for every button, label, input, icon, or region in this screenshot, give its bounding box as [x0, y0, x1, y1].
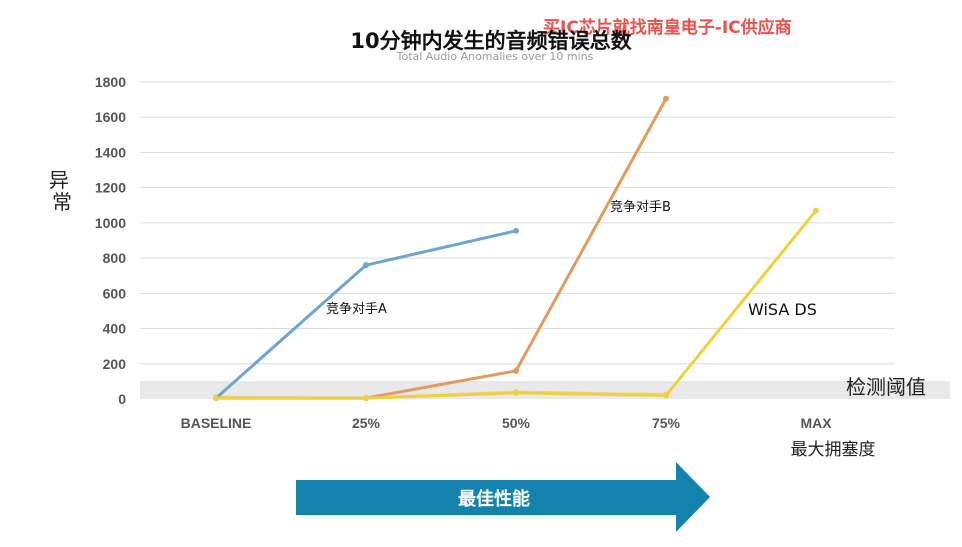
y-tick-label: 200: [103, 356, 127, 372]
series-label-wisa: WiSA DS: [748, 300, 817, 319]
series-point: [363, 262, 369, 269]
gridlines: [140, 81, 895, 365]
x-axis-label: 最大拥塞度: [791, 440, 876, 460]
series-point: [813, 207, 819, 214]
series-point: [513, 227, 519, 234]
x-tick-label: MAX: [800, 415, 832, 431]
chart-subtitle: Total Audio Anomalies over 10 mins: [396, 50, 594, 63]
y-tick-label: 1400: [95, 144, 126, 160]
y-tick-label: 400: [103, 321, 127, 337]
y-tick-label: 800: [103, 250, 127, 266]
y-tick-label: 0: [118, 391, 126, 407]
series-label-b: 竞争对手B: [610, 199, 671, 215]
series-point: [513, 367, 519, 374]
y-tick-label: 1200: [95, 180, 126, 196]
series-point: [363, 395, 369, 402]
y-axis-label: 异 常: [49, 168, 75, 214]
y-tick-label: 600: [103, 285, 127, 301]
series-label-a: 竞争对手A: [326, 301, 387, 317]
y-tick-label: 1800: [95, 74, 126, 90]
y-tick-label: 1000: [95, 215, 126, 231]
watermark-text: 买IC芯片就找南皇电子-IC供应商: [543, 17, 792, 38]
x-tick-label: 25%: [352, 415, 381, 431]
x-tick-labels: BASELINE 25% 50% 75% MAX: [181, 415, 833, 431]
series-point: [213, 395, 219, 402]
best-performance-label: 最佳性能: [458, 488, 530, 510]
threshold-band: [140, 381, 950, 399]
x-tick-label: 75%: [652, 415, 681, 431]
chart-title: 10分钟内发生的音频错误总数: [350, 29, 632, 53]
x-tick-label: 50%: [502, 415, 531, 431]
threshold-label: 检测阈值: [846, 375, 926, 399]
y-tick-label: 1600: [95, 109, 126, 125]
series-point: [663, 95, 669, 102]
best-performance-arrow: [296, 462, 710, 532]
series-point: [513, 389, 519, 396]
series-group: [213, 95, 819, 402]
y-tick-labels: 0 200 400 600 800 1000 1200 1400 1600 1800: [95, 74, 126, 407]
x-tick-label: BASELINE: [181, 415, 252, 431]
series-point: [663, 392, 669, 399]
